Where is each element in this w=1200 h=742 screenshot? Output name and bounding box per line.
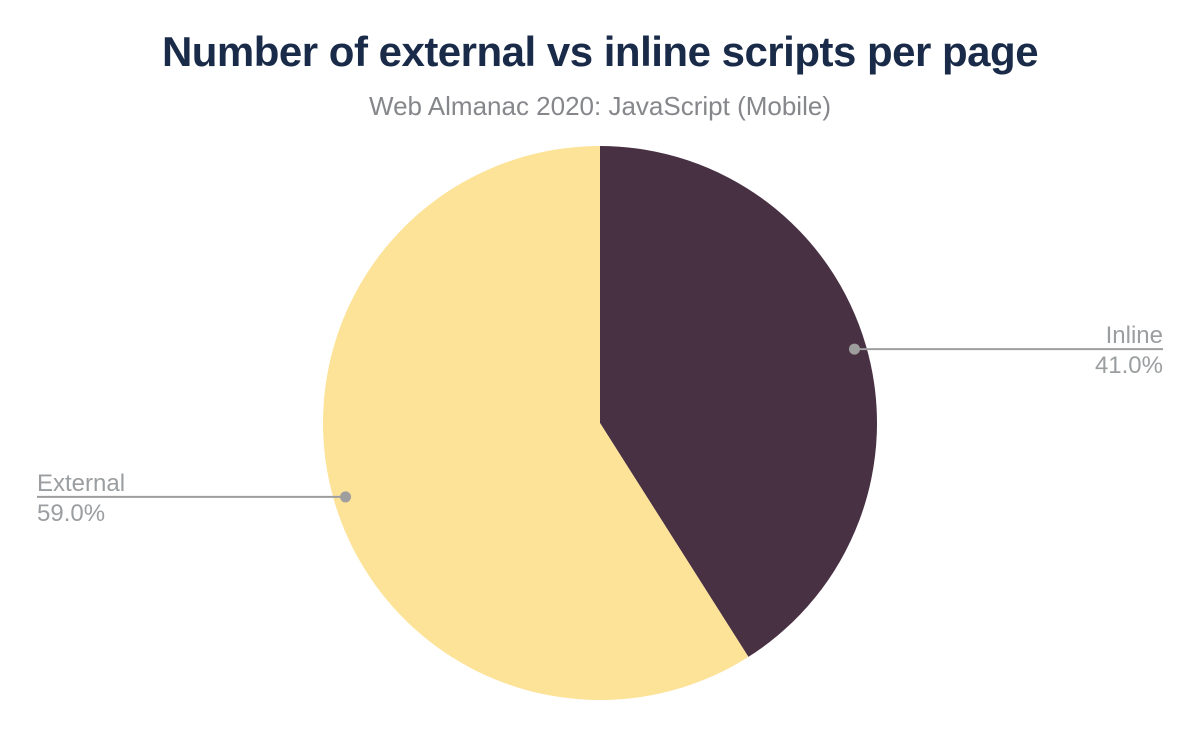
- slice-label-inline: Inline: [1106, 322, 1163, 349]
- chart-subtitle: Web Almanac 2020: JavaScript (Mobile): [369, 91, 831, 121]
- slice-value-inline: 41.0%: [1095, 352, 1163, 379]
- pie-slice-inline[interactable]: [600, 146, 877, 657]
- pie-slice-external[interactable]: [322, 146, 749, 700]
- callout-dot-external: [340, 491, 352, 503]
- slice-value-external: 59.0%: [37, 500, 105, 527]
- slice-label-external: External: [37, 470, 125, 497]
- chart-title: Number of external vs inline scripts per…: [161, 28, 1039, 75]
- callout-dot-inline: [848, 343, 860, 355]
